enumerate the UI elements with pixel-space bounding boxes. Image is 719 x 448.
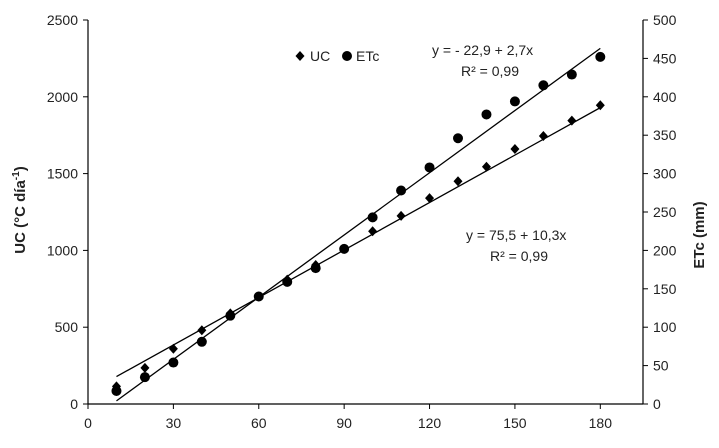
legend-etc-label: ETc <box>356 48 379 64</box>
y-tick-label: 0 <box>70 396 78 412</box>
y2-tick-label: 200 <box>653 242 677 258</box>
legend: UC ETc <box>295 48 379 64</box>
y2-tick-label: 0 <box>653 396 661 412</box>
x-tick-label: 180 <box>589 415 613 431</box>
y-axis-title: UC (°C día-1) <box>11 166 29 253</box>
etc-r2: R² = 0,99 <box>461 63 519 79</box>
uc-point <box>168 343 178 354</box>
y2-tick-label: 100 <box>653 319 677 335</box>
y-tick-label: 2000 <box>47 89 78 105</box>
etc-point <box>566 69 577 80</box>
x-tick-label: 150 <box>503 415 527 431</box>
etc-point <box>453 133 463 144</box>
trendlines <box>116 47 601 402</box>
y-tick-label: 1500 <box>47 166 78 182</box>
y-tick-label: 500 <box>55 319 79 335</box>
etc-point <box>282 276 293 287</box>
etc-point <box>424 162 435 173</box>
y2-tick-label: 150 <box>653 281 677 297</box>
x-tick-label: 120 <box>418 415 442 431</box>
trendline-etc <box>116 47 601 402</box>
uc-equation: y = 75,5 + 10,3x <box>466 227 566 243</box>
etc-point <box>168 357 179 368</box>
x-tick-label: 90 <box>336 415 352 431</box>
uc-point <box>396 210 406 221</box>
etc-point <box>481 109 492 120</box>
ticks: 0 30 60 90 120 150 180 0 500 1000 1500 2000 2500 0 50 1… <box>47 12 677 431</box>
x-tick-label: 0 <box>84 415 92 431</box>
etc-point <box>225 310 236 321</box>
y2-tick-label: 50 <box>653 358 669 374</box>
uc-point <box>481 161 491 172</box>
etc-point <box>339 243 350 254</box>
y-tick-label: 1000 <box>47 242 78 258</box>
data-points <box>111 51 606 396</box>
y-tick-label: 2500 <box>47 12 78 28</box>
uc-point <box>368 226 378 237</box>
y2-tick-label: 300 <box>653 166 677 182</box>
uc-point <box>140 362 150 373</box>
x-tick-label: 60 <box>251 415 267 431</box>
legend-etc-marker <box>342 51 352 61</box>
y2-tick-label: 350 <box>653 127 677 143</box>
etc-point <box>538 80 549 91</box>
etc-point <box>367 212 378 223</box>
etc-point <box>396 185 407 196</box>
uc-r2: R² = 0,99 <box>490 248 548 264</box>
y2-tick-label: 250 <box>653 204 677 220</box>
uc-point <box>538 130 548 141</box>
legend-uc-label: UC <box>310 48 330 64</box>
uc-point <box>197 325 207 336</box>
uc-point <box>425 193 435 204</box>
y2-tick-label: 450 <box>653 50 677 66</box>
etc-point <box>253 291 264 302</box>
etc-equation: y = - 22,9 + 2,7x <box>432 42 533 58</box>
etc-point <box>310 263 321 274</box>
uc-point <box>510 144 520 155</box>
trendline-uc <box>116 107 601 378</box>
etc-point <box>196 336 207 347</box>
etc-point <box>595 51 606 62</box>
uc-point <box>453 176 463 187</box>
etc-point <box>139 372 150 383</box>
etc-point <box>111 385 122 396</box>
uc-point <box>567 115 577 126</box>
x-tick-label: 30 <box>166 415 182 431</box>
y2-axis-title: ETc (mm) <box>691 201 708 268</box>
etc-point <box>509 96 520 107</box>
y2-tick-label: 400 <box>653 89 677 105</box>
uc-point <box>595 100 605 111</box>
legend-uc-marker <box>295 51 305 61</box>
y2-tick-label: 500 <box>653 12 677 28</box>
